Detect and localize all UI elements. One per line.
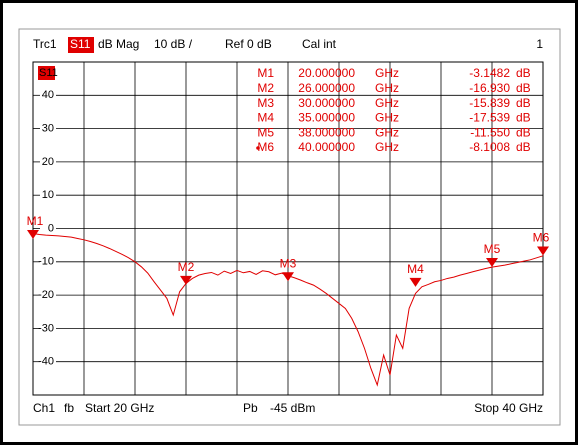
marker-row-name: M1 <box>257 66 274 80</box>
trace-label: S11 <box>39 67 58 79</box>
y-tick-label: -40 <box>38 356 54 368</box>
marker-row-freq-unit: GHz <box>375 111 399 125</box>
marker-label: M3 <box>280 256 297 270</box>
marker-row-value: -8.1008 <box>469 140 510 154</box>
channel-number: 1 <box>536 37 543 51</box>
marker-row-freq: 35.000000 <box>298 111 355 125</box>
marker-row-value: -16.930 <box>469 81 510 95</box>
y-tick-label: 20 <box>42 156 54 168</box>
cal-state: Cal int <box>302 37 337 51</box>
marker-label: M4 <box>407 262 424 276</box>
marker-triangle <box>282 272 294 282</box>
trace-label-box <box>38 66 55 80</box>
marker-row-value: -17.539 <box>469 111 510 125</box>
marker-triangle <box>27 229 39 239</box>
marker-label: M2 <box>178 260 195 274</box>
marker-row-value-unit: dB <box>516 66 531 80</box>
marker-row-freq: 40.000000 <box>298 140 355 154</box>
y-tick-label: -10 <box>38 256 54 268</box>
marker-row-value-unit: dB <box>516 111 531 125</box>
marker-row-freq-unit: GHz <box>375 81 399 95</box>
marker-row-freq-unit: GHz <box>375 125 399 139</box>
footer-stop: Stop 40 GHz <box>474 401 543 415</box>
marker-row-value: -15.839 <box>469 96 510 110</box>
footer-power-label: Pb <box>243 401 258 415</box>
active-marker-dot <box>256 146 260 150</box>
marker-row-freq-unit: GHz <box>375 96 399 110</box>
footer-mode: fb <box>64 401 74 415</box>
marker-row-freq-unit: GHz <box>375 66 399 80</box>
param-box <box>68 37 94 53</box>
marker-row-name: M5 <box>257 125 274 139</box>
marker-row-name: M6 <box>257 140 274 154</box>
trace-ref: Ref 0 dB <box>225 37 272 51</box>
y-tick-label: -30 <box>38 322 54 334</box>
marker-row-freq-unit: GHz <box>375 140 399 154</box>
marker-row-value-unit: dB <box>516 81 531 95</box>
trace-param: S11 <box>70 37 91 51</box>
marker-triangle <box>537 246 549 256</box>
y-tick-label: 0 <box>48 222 54 234</box>
y-tick-label: 30 <box>42 123 54 135</box>
footer-power: -45 dBm <box>270 401 315 415</box>
trace-scale: 10 dB / <box>154 37 193 51</box>
y-tick-label: 10 <box>42 189 54 201</box>
footer-channel: Ch1 <box>33 401 55 415</box>
marker-row-freq: 38.000000 <box>298 125 355 139</box>
marker-label: M6 <box>533 231 550 245</box>
trace-name: Trc1 <box>33 37 57 51</box>
y-tick-label: 40 <box>42 89 54 101</box>
y-tick-label: -20 <box>38 289 54 301</box>
marker-row-name: M3 <box>257 96 274 110</box>
marker-row-freq: 20.000000 <box>298 66 355 80</box>
marker-row-value: -3.1482 <box>469 66 510 80</box>
marker-row-freq: 26.000000 <box>298 81 355 95</box>
marker-label: M1 <box>27 214 44 228</box>
marker-row-freq: 30.000000 <box>298 96 355 110</box>
marker-row-value-unit: dB <box>516 125 531 139</box>
marker-triangle <box>180 275 192 285</box>
marker-row-name: M4 <box>257 111 274 125</box>
marker-triangle <box>409 277 422 287</box>
marker-row-value: -11.550 <box>470 125 510 139</box>
marker-label: M5 <box>484 242 501 256</box>
marker-row-value-unit: dB <box>516 140 531 154</box>
marker-triangle <box>486 257 498 267</box>
marker-row-value-unit: dB <box>516 96 531 110</box>
marker-row-name: M2 <box>257 81 274 95</box>
footer-start: Start 20 GHz <box>85 401 154 415</box>
trace-format: dB Mag <box>98 37 139 51</box>
